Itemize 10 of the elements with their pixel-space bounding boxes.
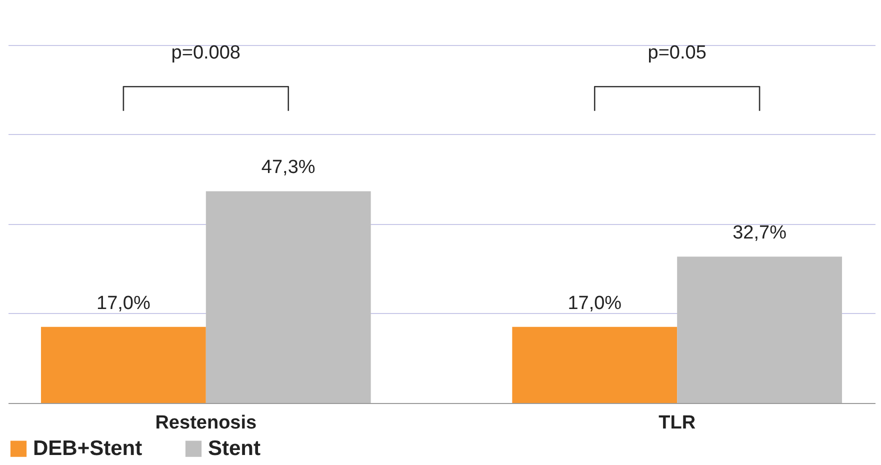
data-label: 17,0% [568,292,622,314]
data-label: 17,0% [96,292,150,314]
x-tick-label: TLR [658,412,696,434]
data-label: 47,3% [261,157,316,178]
x-tick-label: Restenosis [155,412,257,434]
legend-label: Stent [208,436,261,460]
data-label: 32,7% [732,222,787,244]
annotation: p=0.008 [171,42,241,64]
legend-label: DEB+Stent [33,436,142,460]
annotation: p=0.05 [648,42,706,64]
